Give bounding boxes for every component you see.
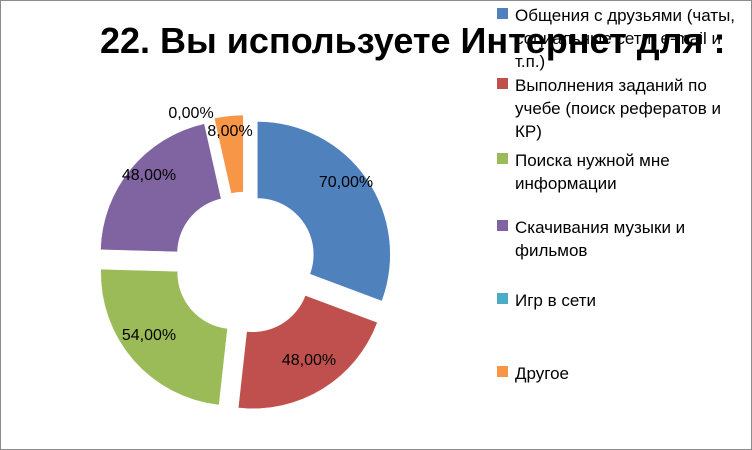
doughnut-slice-3 [100,268,228,406]
doughnut-slice-6 [213,114,244,194]
legend-swatch [497,8,508,19]
legend-label: Выполнения заданий по учебе (поиск рефер… [515,76,722,141]
legend-label: Поиска нужной мне информации [515,151,670,193]
legend-swatch [497,78,508,89]
legend-item-1: Общения с друзьями (чаты, социальные сет… [497,4,743,73]
legend-swatch [497,366,508,377]
legend-label: Игр в сети [515,291,597,310]
legend-item-5: Игр в сети [497,289,743,312]
doughnut-slice-2 [237,295,378,409]
legend-swatch [497,220,508,231]
data-label-5: 0,00% [168,105,213,122]
data-label-6: 8,00% [207,123,252,140]
legend-swatch [497,293,508,304]
data-label-2: 48,00% [282,352,336,369]
legend-label: Другое [515,364,570,383]
doughnut-slice-1 [257,121,391,302]
legend-swatch [497,153,508,164]
chart-title: 22. Вы используете Интернет для : [100,20,726,61]
legend-item-6: Другое [497,362,743,385]
legend-item-4: Скачивания музыки и фильмов [497,216,743,262]
doughnut-slice-4 [100,123,222,253]
data-label-1: 70,00% [319,174,373,191]
data-label-4: 48,00% [122,167,176,184]
legend-label: Скачивания музыки и фильмов [515,218,686,260]
legend-label: Общения с друзьями (чаты, социальные сет… [515,6,736,71]
legend-item-3: Поиска нужной мне информации [497,149,743,195]
data-label-3: 54,00% [122,327,176,344]
legend-item-2: Выполнения заданий по учебе (поиск рефер… [497,74,743,143]
